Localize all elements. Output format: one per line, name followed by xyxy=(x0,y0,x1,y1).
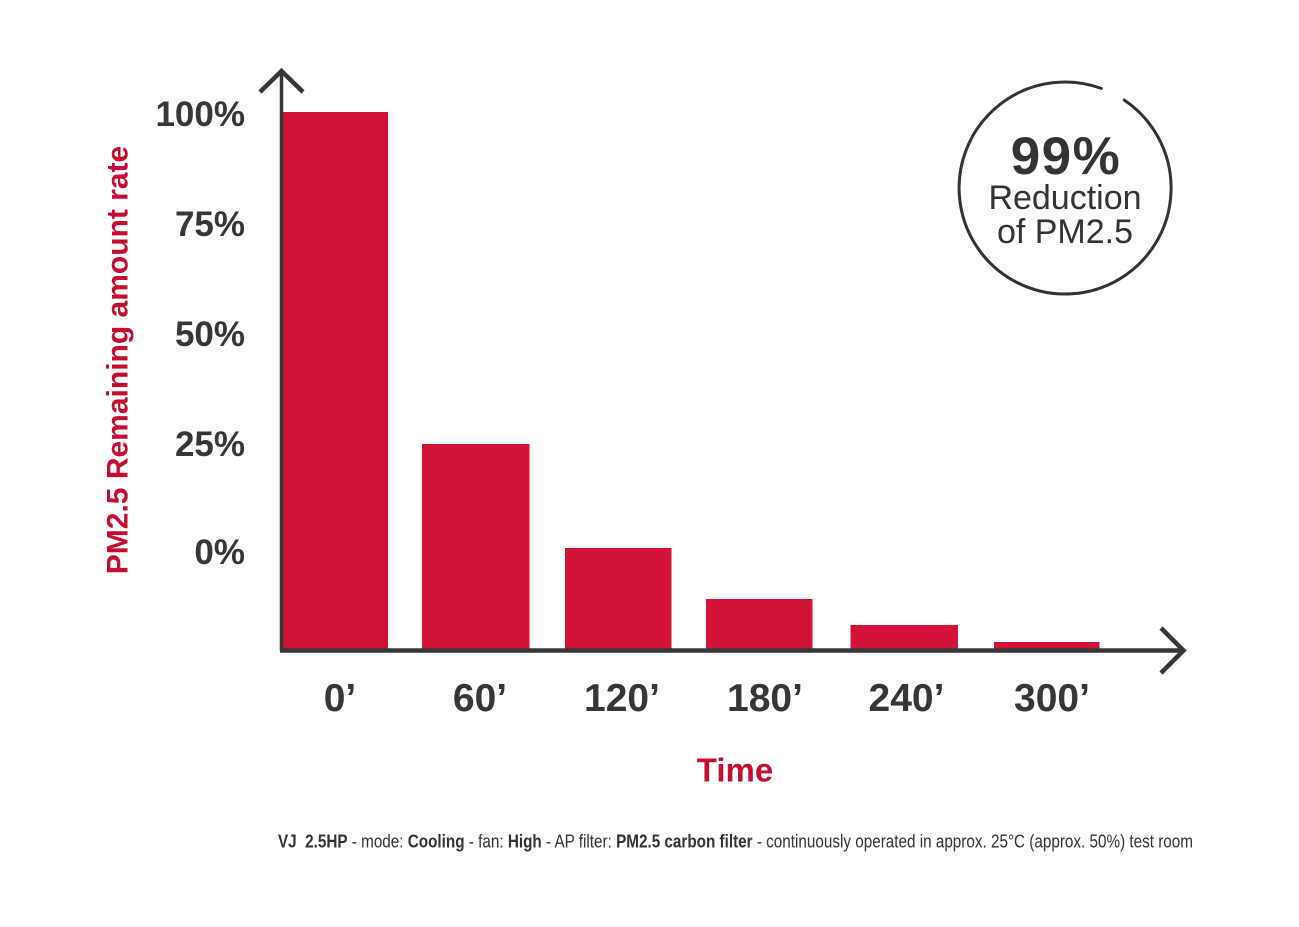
svg-text:of PM2.5: of PM2.5 xyxy=(997,213,1133,251)
svg-text:0’: 0’ xyxy=(324,677,357,720)
svg-text:25%: 25% xyxy=(175,425,245,464)
svg-text:300’: 300’ xyxy=(1014,677,1090,720)
svg-text:99%: 99% xyxy=(1011,127,1122,186)
svg-text:Reduction: Reduction xyxy=(988,179,1141,217)
svg-text:50%: 50% xyxy=(175,315,245,354)
svg-text:60’: 60’ xyxy=(453,677,507,720)
svg-text:75%: 75% xyxy=(175,205,245,244)
svg-text:240’: 240’ xyxy=(869,677,945,720)
svg-text:100%: 100% xyxy=(155,95,245,134)
svg-text:120’: 120’ xyxy=(584,677,660,720)
svg-text:Time: Time xyxy=(697,752,773,789)
svg-text:180’: 180’ xyxy=(727,677,803,720)
svg-text:PM2.5 Remaining amount rate: PM2.5 Remaining amount rate xyxy=(102,146,135,574)
svg-text:0%: 0% xyxy=(194,533,245,572)
svg-text:VJ 2.5HP - mode: Cooling - fa: VJ 2.5HP - mode: Cooling - fan: High - A… xyxy=(278,832,1193,852)
